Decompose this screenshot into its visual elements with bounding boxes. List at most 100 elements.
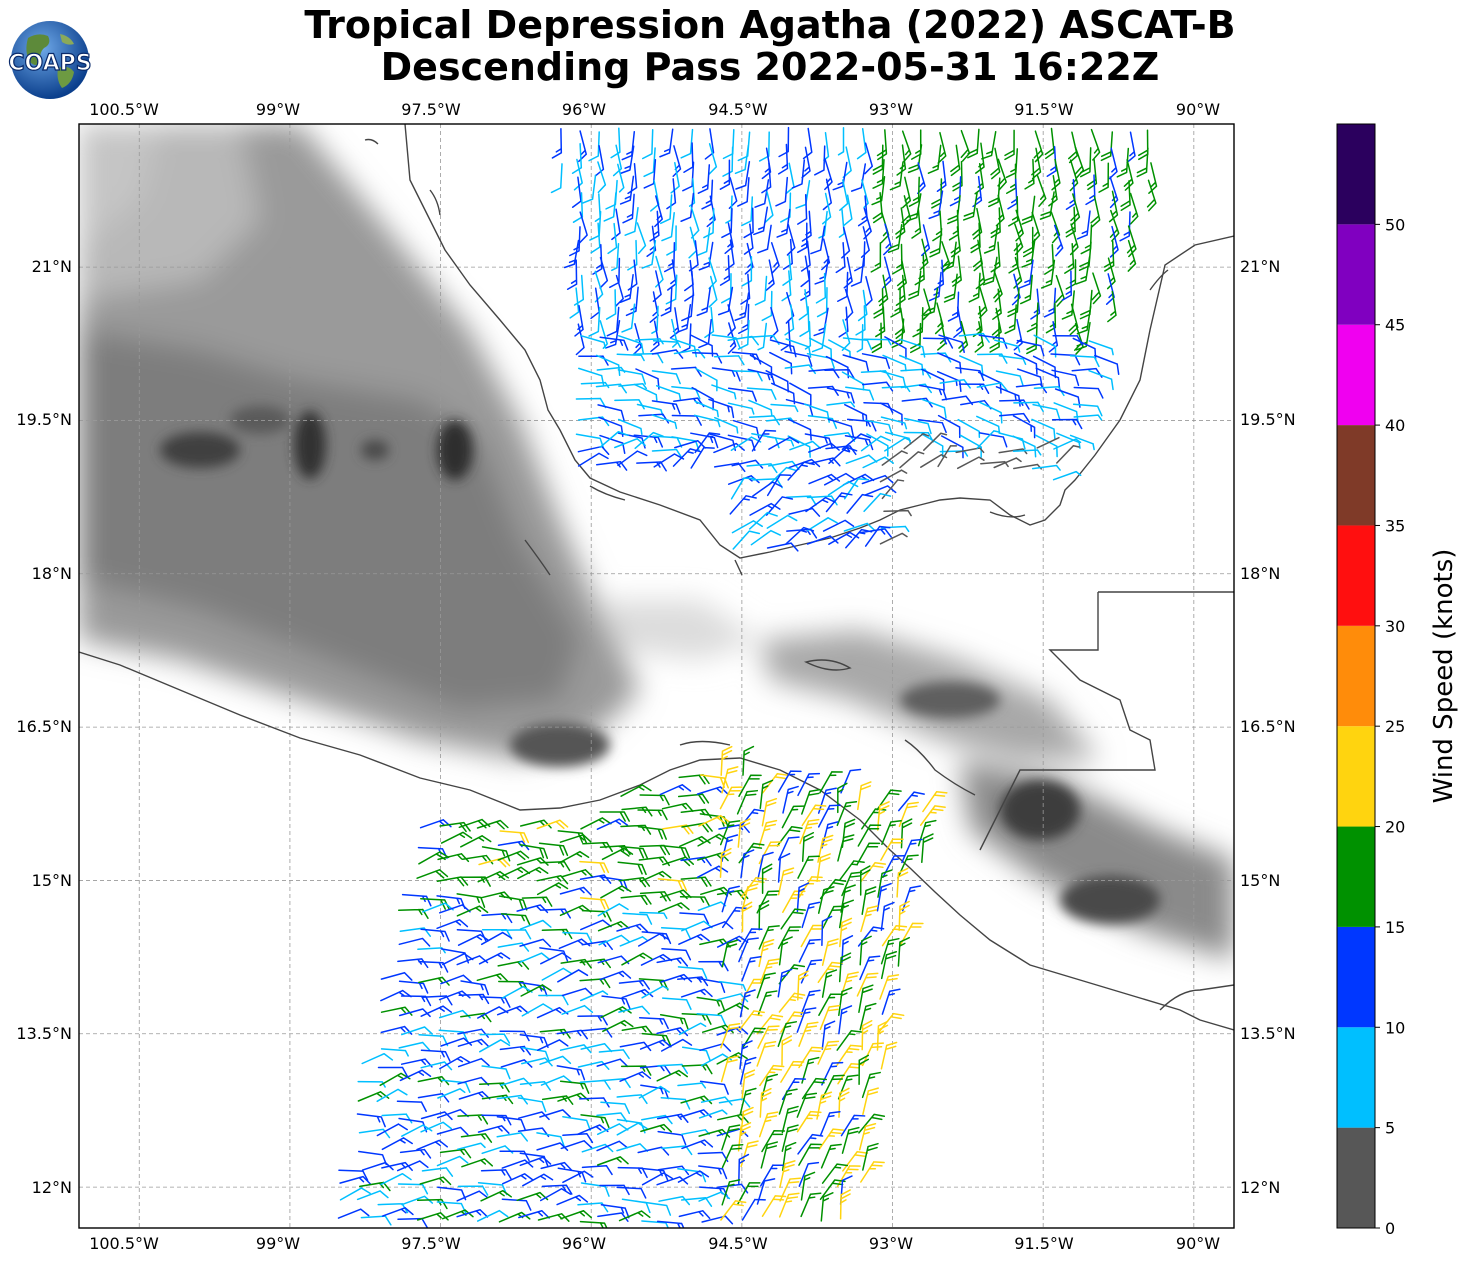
- wind-barb: [624, 206, 639, 236]
- wind-barb: [923, 287, 939, 317]
- wind-barb: [839, 179, 849, 211]
- wind-barb: [1036, 436, 1060, 449]
- wind-barb: [517, 866, 549, 880]
- wind-barb: [502, 1173, 534, 1185]
- wind-barb: [398, 937, 431, 947]
- wind-barb: [817, 1040, 840, 1065]
- wind-barb: [1146, 179, 1157, 212]
- wind-barb: [1053, 224, 1064, 257]
- wind-barb: [761, 797, 778, 827]
- wind-barb: [821, 1020, 836, 1050]
- wind-barb: [700, 886, 732, 897]
- wind-barb: [457, 1185, 489, 1196]
- wind-barb: [822, 178, 833, 211]
- wind-barb: [651, 400, 681, 415]
- wind-barb: [657, 902, 690, 913]
- wind-barb: [943, 273, 958, 303]
- wind-barb: [1052, 334, 1083, 346]
- wind-barb: [828, 531, 860, 545]
- wind-barb: [1052, 470, 1082, 481]
- wind-barb: [655, 385, 682, 401]
- wind-barb: [737, 1182, 761, 1205]
- wind-barb: [821, 1061, 844, 1086]
- wind-barb: [861, 1020, 873, 1051]
- wind-barb: [399, 1069, 432, 1082]
- wind-barb: [947, 291, 960, 322]
- wind-barb: [860, 226, 870, 258]
- wind-barb: [859, 861, 887, 883]
- wind-barb: [1120, 180, 1131, 212]
- wind-barb: [741, 956, 762, 982]
- wind-barb: [639, 844, 671, 856]
- wind-barb: [1031, 418, 1056, 441]
- wind-barb: [739, 1087, 757, 1116]
- wind-barb: [627, 162, 638, 195]
- wind-barb: [798, 1021, 819, 1047]
- wind-barb: [940, 435, 964, 459]
- wind-barb: [680, 1196, 713, 1207]
- wind-barb: [501, 1198, 532, 1211]
- wind-barb: [1107, 290, 1117, 323]
- wind-barb: [805, 496, 836, 513]
- wind-barb: [721, 1179, 741, 1206]
- wind-barb: [398, 980, 429, 994]
- wind-barb: [788, 458, 821, 469]
- wind-barb: [784, 350, 813, 367]
- wind-barb: [561, 1004, 594, 1015]
- wind-barb: [518, 952, 551, 964]
- wind-barb: [636, 222, 647, 255]
- wind-barb: [1069, 434, 1095, 451]
- wind-barb: [798, 1046, 824, 1069]
- wind-barb: [861, 381, 894, 392]
- wind-barb: [579, 990, 609, 1002]
- wind-barb: [778, 936, 793, 966]
- wind-barb: [596, 818, 629, 830]
- wind-barb: [738, 1010, 765, 1031]
- wind-barb: [781, 1105, 799, 1134]
- wind-barb: [840, 1114, 866, 1137]
- wind-barb: [711, 384, 737, 400]
- wind-barb: [777, 852, 791, 883]
- wind-barb: [838, 1087, 850, 1118]
- wind-barb: [777, 770, 802, 793]
- wind-barb: [419, 1176, 452, 1186]
- wind-barb: [634, 431, 664, 450]
- wind-barb: [538, 842, 569, 857]
- wind-barb: [357, 1091, 390, 1102]
- wind-barb: [757, 851, 774, 880]
- wind-barb: [420, 1049, 451, 1062]
- wind-barb: [838, 860, 865, 881]
- wind-barb: [479, 1033, 511, 1044]
- wind-barb: [880, 951, 898, 980]
- wind-barb: [837, 127, 845, 156]
- title-line-2: Descending Pass 2022-05-31 16:22Z: [380, 45, 1160, 89]
- wind-barb: [796, 1092, 818, 1118]
- wind-barb: [1100, 131, 1114, 162]
- wind-barb: [838, 952, 852, 983]
- wind-barb: [359, 1181, 391, 1192]
- wind-barb: [876, 1020, 889, 1051]
- wind-barb: [799, 306, 810, 337]
- wind-barb: [758, 819, 778, 847]
- wind-barb: [1046, 146, 1057, 178]
- wind-barb: [678, 774, 710, 785]
- wind-barb: [719, 820, 741, 846]
- lon-label-top: 93°W: [869, 100, 913, 119]
- wind-barb: [731, 520, 763, 534]
- wind-barb: [884, 336, 907, 360]
- wind-barb: [741, 196, 754, 227]
- wind-barb: [1016, 339, 1045, 357]
- colorbar-tick-label: 45: [1385, 316, 1405, 335]
- wind-barb: [739, 1056, 757, 1085]
- wind-barb: [616, 1186, 647, 1199]
- wind-barb: [842, 354, 870, 373]
- wind-barb: [677, 793, 710, 804]
- wind-barb: [520, 984, 552, 997]
- wind-barb: [638, 856, 671, 867]
- lon-labels-top: 100.5°W 99°W 97.5°W 96°W 94.5°W 93°W 91.…: [89, 100, 1220, 119]
- wind-barb: [995, 370, 1024, 387]
- wind-barb: [641, 129, 654, 160]
- wind-barb: [721, 885, 740, 913]
- wind-barb: [602, 1019, 634, 1033]
- wind-barb: [938, 334, 965, 354]
